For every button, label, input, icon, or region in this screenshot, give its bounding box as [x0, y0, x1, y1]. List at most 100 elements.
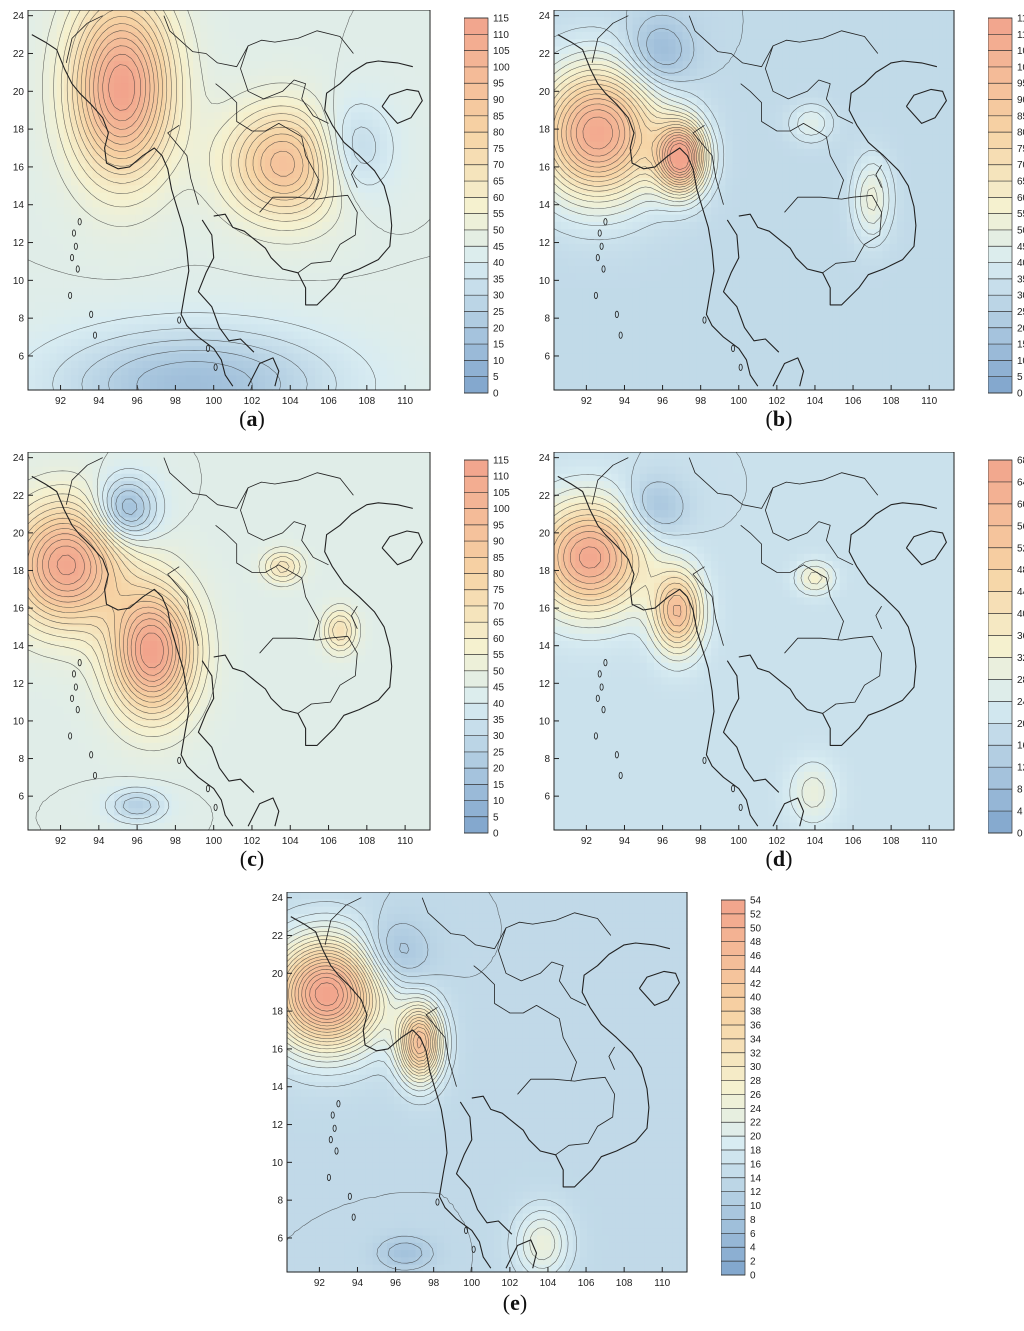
island [177, 756, 182, 765]
colorbar-tick-label: 55 [1017, 209, 1024, 220]
colorbar-tick-label: 30 [1017, 291, 1024, 302]
lat-tick-label: 10 [13, 716, 25, 727]
lon-tick-label: 106 [845, 396, 862, 407]
island [599, 683, 604, 691]
colorbar-swatch [988, 327, 1012, 345]
island [614, 310, 619, 318]
lon-tick-label: 110 [397, 836, 413, 847]
colorbar-tick-label: 32 [1017, 653, 1024, 664]
colorbar-tick-label: 10 [1017, 356, 1024, 367]
colorbar-swatch [721, 1136, 745, 1151]
colorbar-tick-label: 35 [1017, 274, 1024, 285]
colorbar-swatch [988, 569, 1012, 593]
colorbar-tick-label: 50 [1017, 225, 1024, 236]
lat-tick-label: 12 [13, 238, 25, 249]
colorbar-tick-label: 30 [493, 731, 505, 742]
lat-tick-label: 20 [539, 528, 551, 539]
colorbar-tick-label: 0 [493, 829, 499, 839]
colorbar-swatch [988, 181, 1012, 198]
island [205, 344, 210, 353]
lon-tick-label: 94 [619, 396, 631, 407]
colorbar-tick-label: 70 [1017, 160, 1024, 171]
lat-tick-label: 18 [13, 125, 25, 136]
contour-lines-e [286, 892, 577, 1273]
colorbar-tick-label: 40 [750, 993, 762, 1004]
lat-tick-label: 6 [277, 1233, 283, 1244]
island [595, 694, 600, 702]
colorbar-swatch [988, 344, 1012, 361]
lon-tick-label: 98 [695, 836, 707, 847]
colorbar-swatch [464, 476, 488, 493]
colorbar-tick-label: 70 [493, 601, 505, 612]
lon-tick-label: 94 [619, 836, 631, 847]
colorbar-tick-label: 20 [1017, 323, 1024, 334]
panel-letter: a [246, 406, 258, 431]
island [471, 1245, 476, 1253]
colorbar-tick-label: 25 [1017, 307, 1024, 318]
colorbar-tick-label: 12 [750, 1187, 762, 1198]
colorbar-tick-label: 105 [493, 488, 510, 499]
colorbar-tick-label: 24 [1017, 697, 1024, 708]
island [93, 771, 98, 780]
colorbar-swatch [988, 148, 1012, 166]
country-border [65, 457, 103, 505]
lon-tick-label: 100 [730, 396, 747, 407]
colorbar-tick-label: 64 [1017, 477, 1024, 488]
colorbar-tick-label: 35 [493, 715, 505, 726]
contour-lines-b [553, 10, 896, 249]
lon-tick-label: 102 [769, 396, 786, 407]
colorbar-tick-label: 45 [1017, 242, 1024, 253]
lat-tick-label: 20 [539, 87, 551, 98]
map-frame [27, 10, 431, 391]
colorbar-swatch [721, 1080, 745, 1095]
colorbar-tick-label: 70 [493, 160, 505, 171]
coastline [471, 942, 671, 1188]
colorbar-tick-label: 110 [493, 472, 509, 483]
island [336, 1100, 341, 1108]
country-border [608, 1046, 615, 1070]
lon-tick-label: 92 [314, 1278, 326, 1289]
colorbar-swatch [988, 278, 1012, 296]
colorbar-tick-label: 8 [750, 1215, 756, 1226]
colorbar-tick-label: 5 [1017, 372, 1023, 383]
colorbar-tick-label: 5 [493, 812, 499, 823]
colorbar-tick-label: 42 [750, 979, 762, 990]
lat-tick-label: 12 [539, 679, 551, 690]
colorbar-swatch [464, 229, 488, 247]
island [614, 751, 619, 759]
lon-tick-label: 106 [845, 836, 862, 847]
colorbar-tick-label: 45 [493, 683, 505, 694]
colorbar-tick-label: 0 [493, 389, 499, 399]
country-border [740, 83, 844, 200]
coastline [722, 219, 780, 353]
lat-tick-label: 18 [539, 125, 551, 136]
country-border [497, 927, 587, 1006]
coastline [722, 660, 780, 793]
lat-tick-label: 22 [539, 491, 551, 502]
colorbar-tick-label: 10 [750, 1201, 762, 1212]
colorbar-tick-label: 60 [493, 634, 505, 645]
colorbar-swatch [988, 376, 1012, 394]
colorbar-tick-label: 95 [493, 79, 505, 90]
panel-label-b: (b) [765, 406, 793, 431]
island [89, 751, 94, 759]
colorbar-tick-label: 50 [750, 923, 762, 934]
colorbar-tick-label: 12 [1017, 763, 1024, 774]
country-border [215, 524, 320, 641]
lat-tick-label: 14 [13, 200, 25, 211]
island [330, 1111, 335, 1119]
panel-letter: d [772, 846, 786, 871]
colorbar-tick-label: 34 [750, 1034, 762, 1045]
colorbar-swatch [464, 213, 488, 231]
colorbar-tick-label: 100 [1017, 62, 1024, 73]
map-frame [553, 452, 955, 831]
lat-tick-label: 22 [539, 49, 551, 60]
colorbar-swatch [464, 589, 488, 607]
colorbar-tick-label: 85 [493, 111, 505, 122]
colorbar-tick-label: 10 [493, 796, 505, 807]
colorbar-tick-label: 35 [493, 274, 505, 285]
colorbar-tick-label: 100 [493, 62, 510, 73]
colorbar-swatch [988, 246, 1012, 264]
colorbar-tick-label: 30 [750, 1062, 762, 1073]
country-border [240, 45, 329, 124]
